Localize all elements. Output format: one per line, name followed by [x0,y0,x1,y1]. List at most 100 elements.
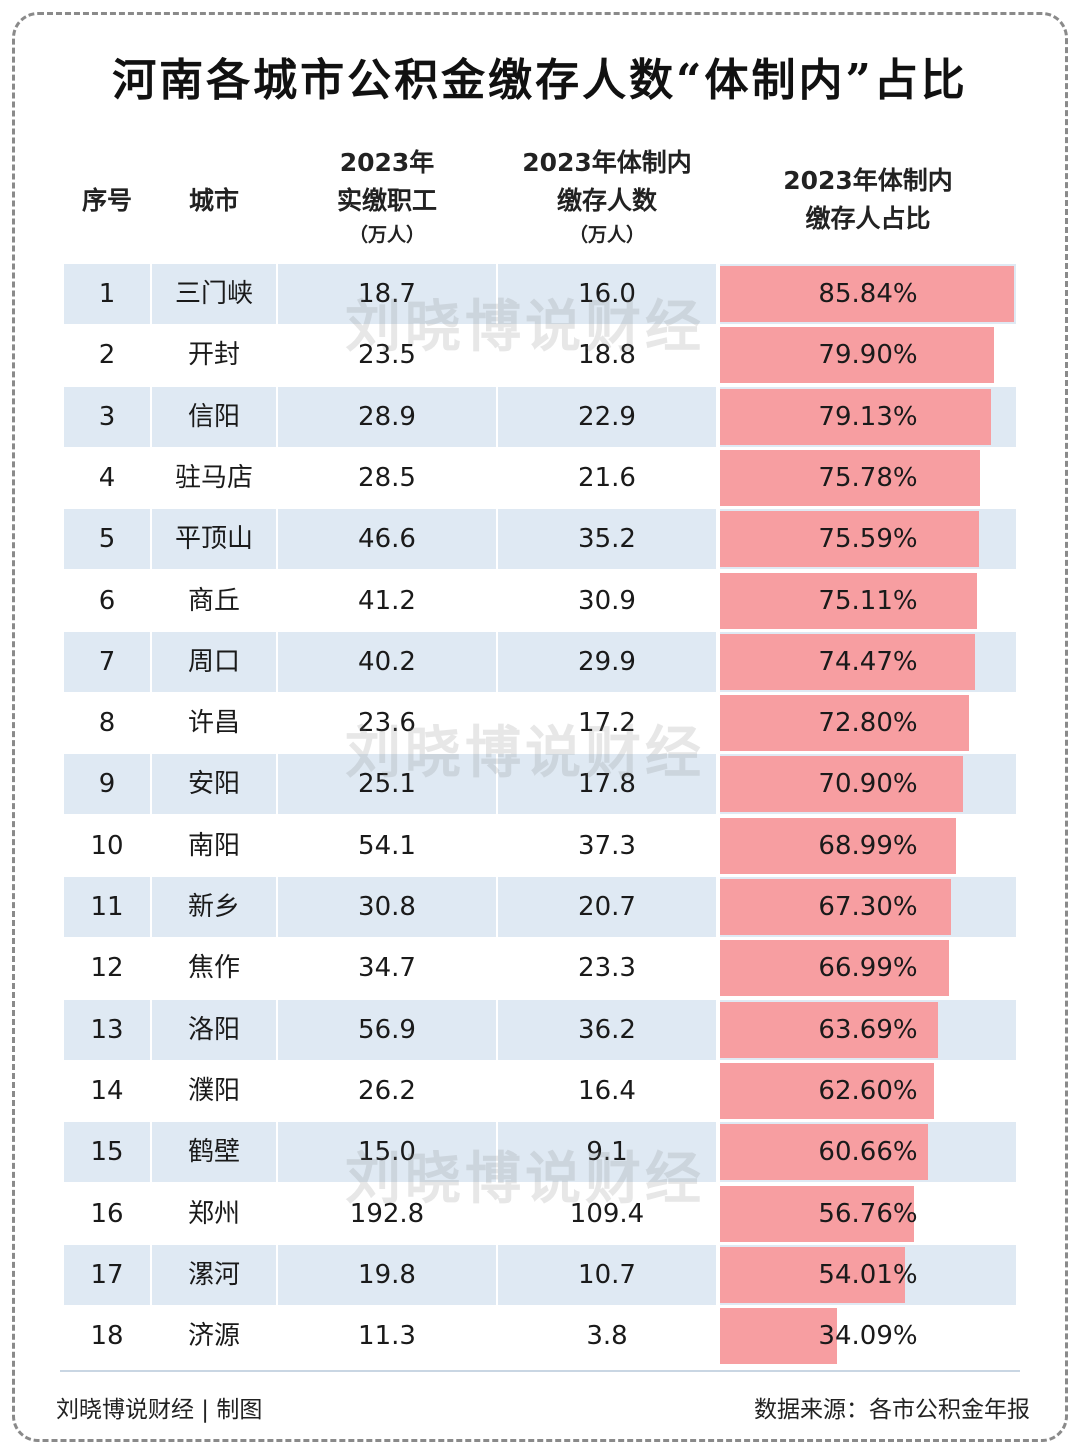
footer-credit: 刘晓博说财经 | 制图 [56,1397,263,1423]
header-ratio-line2: 缴存人占比 [805,204,931,233]
cell-public: 37.3 [578,830,636,861]
cell-employees: 26.2 [358,1075,416,1106]
header-public-line1: 2023年体制内 [522,148,692,177]
cell-city: 开封 [187,340,240,371]
header-city: 城市 [188,186,239,215]
cell-rank: 7 [64,631,150,692]
page-title: 河南各城市公积金缴存人数“体制内”占比 [112,55,968,106]
cell-public: 22.9 [498,386,716,447]
cell-city: 商丘 [187,585,240,616]
cell-public: 36.2 [498,999,716,1060]
ratio-label: 56.76% [818,1198,918,1229]
cell-public: 18.8 [578,340,636,371]
cell-city: 鹤壁 [152,1122,276,1183]
ratio-label: 74.47% [818,646,918,677]
header-employees-line1: 2023年 [339,148,435,177]
ratio-label: 63.69% [818,1014,918,1045]
cell-public: 35.2 [498,509,716,570]
cell-public: 16.4 [578,1075,636,1106]
footer-source: 数据来源：各市公积金年报 [754,1397,1030,1423]
table-row: 13 洛阳 56.9 36.2 63.69% [0,999,1080,1060]
cell-rank: 8 [98,708,116,739]
cell-employees: 28.9 [278,386,496,447]
ratio-label: 68.99% [818,830,918,861]
ratio-bar [720,817,957,874]
ratio-bar [720,1001,939,1058]
cell-city: 洛阳 [152,999,276,1060]
cell-public: 29.9 [498,631,716,692]
ratio-label: 85.84% [818,279,918,309]
cell-city: 新乡 [152,877,276,937]
ratio-bar [720,1246,905,1303]
table-row: 2 开封 23.5 18.8 79.90% [0,325,1080,385]
cell-employees: 25.1 [278,754,496,815]
table-row: 8 许昌 23.6 17.2 72.80% [0,693,1080,753]
cell-public: 23.3 [578,953,636,984]
cell-employees: 40.2 [278,631,496,692]
cell-city: 平顶山 [152,509,276,570]
dashed-frame [12,12,1068,1442]
table-row: 15 鹤壁 15.0 9.1 60.66% [0,1122,1080,1183]
cell-public: 21.6 [578,462,636,493]
cell-public: 20.7 [498,877,716,937]
cell-employees: 54.1 [358,830,416,861]
ratio-label: 34.09% [818,1321,918,1352]
ratio-label: 67.30% [818,892,918,922]
cell-public: 3.8 [586,1321,628,1352]
cell-public: 109.4 [569,1198,645,1229]
ratio-bar [720,327,994,384]
cell-rank: 11 [64,877,150,937]
cell-rank: 16 [90,1198,124,1229]
cell-rank: 18 [90,1321,124,1352]
cell-city: 濮阳 [187,1075,240,1106]
table-row: 12 焦作 34.7 23.3 66.99% [0,938,1080,998]
ratio-bar [720,266,1014,322]
ratio-bar [720,511,979,568]
cell-employees: 23.6 [358,708,416,739]
table-row: 14 濮阳 26.2 16.4 62.60% [0,1061,1080,1121]
header-ratio: 2023年体制内 缴存人占比 [720,162,1016,238]
table-row: 4 驻马店 28.5 21.6 75.78% [0,448,1080,508]
ratio-label: 62.60% [818,1075,918,1106]
cell-rank: 12 [90,953,124,984]
cell-city: 许昌 [187,708,240,739]
table-row: 9 安阳 25.1 17.8 70.90% [0,754,1080,815]
table-row: 18 济源 11.3 3.8 34.09% [0,1306,1080,1366]
ratio-label: 75.11% [818,585,918,616]
table-row: 1 三门峡 18.7 16.0 85.84% [0,264,1080,324]
header-public-unit: （万人） [568,224,645,246]
cell-employees: 18.7 [278,264,496,324]
cell-rank: 3 [64,386,150,447]
cell-city: 济源 [187,1321,240,1352]
cell-rank: 1 [64,264,150,324]
cell-city: 安阳 [152,754,276,815]
cell-employees: 11.3 [358,1321,416,1352]
table-row: 6 商丘 41.2 30.9 75.11% [0,571,1080,631]
ratio-bar [720,388,992,445]
cell-city: 漯河 [152,1244,276,1305]
cell-rank: 6 [98,585,116,616]
cell-employees: 23.5 [358,340,416,371]
cell-public: 17.2 [578,708,636,739]
table-row: 10 南阳 54.1 37.3 68.99% [0,816,1080,876]
cell-employees: 192.8 [349,1198,425,1229]
cell-city: 焦作 [187,953,240,984]
header-ratio-line1: 2023年体制内 [783,166,953,195]
ratio-bar [720,1124,928,1181]
cell-rank: 15 [64,1122,150,1183]
cell-employees: 46.6 [278,509,496,570]
ratio-label: 60.66% [818,1137,918,1168]
cell-city: 驻马店 [174,462,253,493]
table-row: 17 漯河 19.8 10.7 54.01% [0,1244,1080,1305]
table-row: 11 新乡 30.8 20.7 67.30% [0,877,1080,937]
ratio-label: 72.80% [818,708,918,739]
table-row: 5 平顶山 46.6 35.2 75.59% [0,509,1080,570]
cell-employees: 19.8 [278,1244,496,1305]
cell-public: 9.1 [498,1122,716,1183]
ratio-bar [720,449,980,506]
cell-public: 16.0 [498,264,716,324]
cell-rank: 13 [64,999,150,1060]
header-public: 2023年体制内 缴存人数 （万人） [498,144,716,250]
ratio-bar [720,572,978,629]
header-index: 序号 [81,186,132,215]
